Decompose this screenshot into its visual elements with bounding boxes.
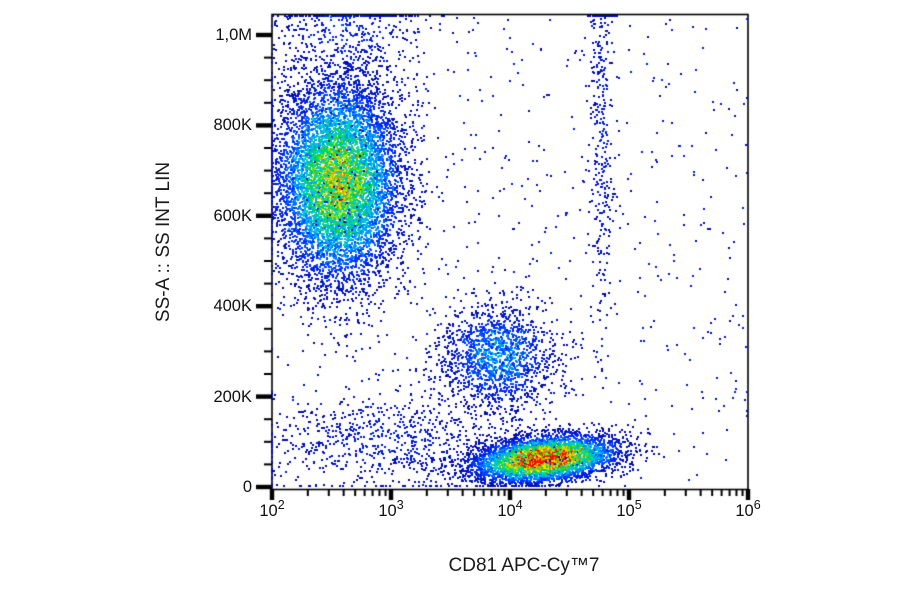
y-tick-label: 200K: [213, 387, 252, 406]
x-tick-label: 103: [378, 498, 404, 520]
y-tick-label: 0: [242, 478, 252, 496]
y-tick-label: 1,0M: [215, 26, 252, 44]
x-tick-label: 106: [735, 498, 761, 520]
x-tick-label: 104: [497, 498, 523, 520]
y-tick-label: 600K: [213, 206, 252, 225]
y-tick-label: 400K: [213, 297, 252, 316]
x-tick-label: 105: [616, 498, 642, 520]
y-tick-label: 800K: [213, 116, 252, 135]
y-axis-title: SS-A :: SS INT LIN: [153, 161, 174, 323]
x-tick-label: 102: [259, 498, 285, 520]
x-axis-title: CD81 APC-Cy™7: [448, 555, 600, 576]
